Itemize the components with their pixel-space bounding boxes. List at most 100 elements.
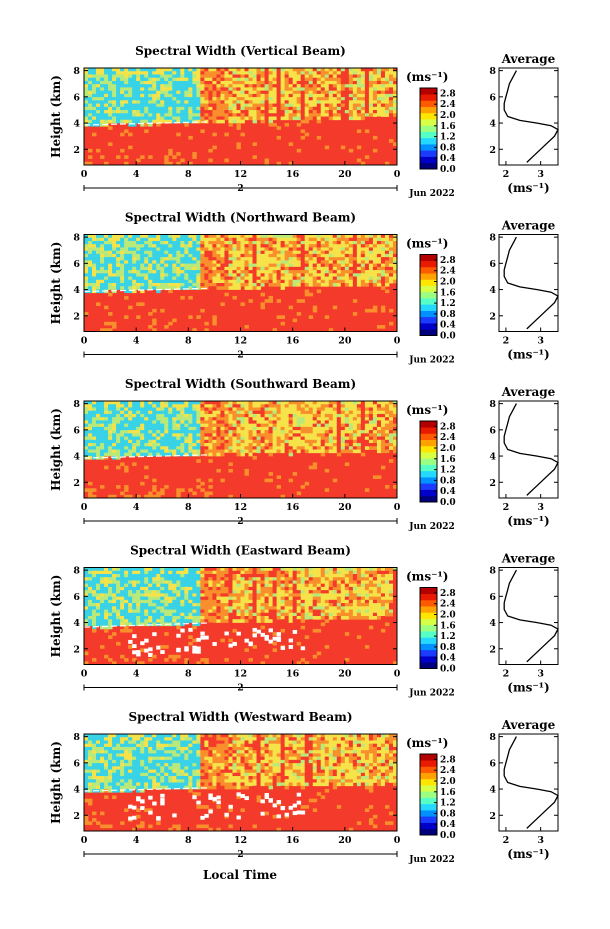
heatmap-cell	[156, 413, 161, 418]
heatmap-cell	[348, 273, 354, 277]
heatmap-cell	[308, 250, 314, 255]
heatmap-cell	[212, 413, 217, 418]
heatmap-cell	[272, 253, 278, 258]
heatmap-cell	[88, 430, 93, 434]
heatmap-cell	[228, 247, 233, 252]
heatmap-cell	[196, 478, 201, 483]
heatmap-cell	[392, 77, 398, 82]
colorbar-band	[420, 285, 437, 293]
heatmap-cell	[312, 97, 318, 101]
heatmap-cell	[140, 279, 145, 284]
heatmap-cell	[108, 410, 113, 415]
heatmap-cell	[384, 68, 390, 72]
heatmap-cell	[372, 135, 378, 140]
heatmap-cell	[192, 570, 197, 575]
heatmap-cell	[108, 619, 113, 623]
heatmap-cell	[92, 283, 97, 287]
heatmap-cell	[356, 263, 362, 268]
heatmap-cell	[304, 84, 310, 88]
heatmap-cell	[244, 436, 249, 441]
heatmap-cell	[380, 407, 386, 412]
heatmap-cell	[244, 283, 249, 287]
heatmap-cell	[112, 68, 117, 72]
heatmap-cell	[124, 658, 129, 662]
heatmap-cell	[376, 116, 382, 121]
heatmap-cell	[96, 276, 101, 281]
heatmap-cell	[372, 148, 378, 153]
heatmap-cell	[284, 417, 290, 421]
heatmap-cell	[248, 452, 253, 457]
heatmap-cell	[324, 420, 330, 425]
heatmap-cell	[356, 253, 362, 258]
heatmap-cell	[276, 436, 282, 441]
heatmap-cell	[184, 247, 189, 252]
heatmap-cell	[356, 266, 362, 271]
heatmap-cell	[204, 106, 209, 111]
avg-x-tick-label: 2	[503, 169, 510, 180]
heatmap-cell	[92, 110, 97, 114]
heatmap-cell	[276, 119, 282, 124]
data-gap	[132, 644, 137, 649]
heatmap-cell	[132, 443, 137, 447]
heatmap-cell	[284, 404, 290, 408]
heatmap-cell	[104, 580, 109, 585]
heatmap-cell	[168, 410, 173, 415]
heatmap-cell	[232, 116, 237, 121]
heatmap-cell	[196, 253, 201, 258]
heatmap-cell	[108, 247, 113, 252]
heatmap-cell	[356, 449, 362, 454]
heatmap-cell	[172, 596, 177, 601]
heatmap-cell	[292, 433, 298, 437]
heatmap-cell	[392, 247, 398, 252]
heatmap-cell	[84, 74, 89, 79]
heatmap-cell	[152, 622, 157, 627]
heatmap-cell	[388, 71, 394, 75]
heatmap-cell	[296, 250, 302, 255]
heatmap-cell	[284, 283, 290, 287]
heatmap-cell	[112, 113, 117, 117]
heatmap-cell	[164, 401, 169, 405]
heatmap-cell	[236, 68, 241, 72]
heatmap-cell	[316, 250, 322, 255]
heatmap-cell	[168, 439, 173, 444]
heatmap-cell	[232, 247, 237, 252]
heatmap-cell	[224, 158, 229, 163]
heatmap-cell	[144, 100, 149, 104]
heatmap-cell	[204, 491, 209, 496]
heatmap-cell	[284, 68, 290, 72]
heatmap-cell	[360, 87, 366, 92]
heatmap-cell	[112, 404, 117, 408]
heatmap-cell	[188, 404, 193, 408]
heatmap-cell	[176, 452, 181, 457]
heatmap-cell	[104, 161, 109, 166]
heatmap-cell	[364, 430, 370, 434]
heatmap-cell	[360, 74, 366, 79]
heatmap-cell	[104, 430, 109, 434]
heatmap-cell	[340, 401, 346, 405]
heatmap-cell	[144, 80, 149, 85]
heatmap-cell	[340, 443, 346, 447]
heatmap-cell	[140, 410, 145, 415]
heatmap-cell	[124, 237, 129, 242]
heatmap-cell	[184, 87, 189, 92]
heatmap-cell	[128, 68, 133, 72]
heatmap-cell	[348, 417, 354, 421]
heatmap-cell	[276, 270, 282, 274]
heatmap-cell	[140, 573, 145, 578]
heatmap-cell	[240, 401, 245, 405]
heatmap-cell	[236, 74, 241, 79]
heatmap-cell	[380, 325, 386, 329]
heatmap-cell	[328, 68, 334, 72]
heatmap-cell	[248, 426, 253, 431]
heatmap-cell	[248, 87, 253, 92]
heatmap-cell	[304, 481, 310, 486]
heatmap-cell	[272, 113, 278, 117]
heatmap-cell	[380, 446, 386, 450]
heatmap-cell	[344, 404, 350, 408]
heatmap-cell	[124, 567, 129, 572]
heatmap-cell	[176, 270, 181, 274]
heatmap-cell	[96, 619, 101, 623]
heatmap-cell	[244, 71, 249, 75]
heatmap-cell	[260, 116, 265, 121]
